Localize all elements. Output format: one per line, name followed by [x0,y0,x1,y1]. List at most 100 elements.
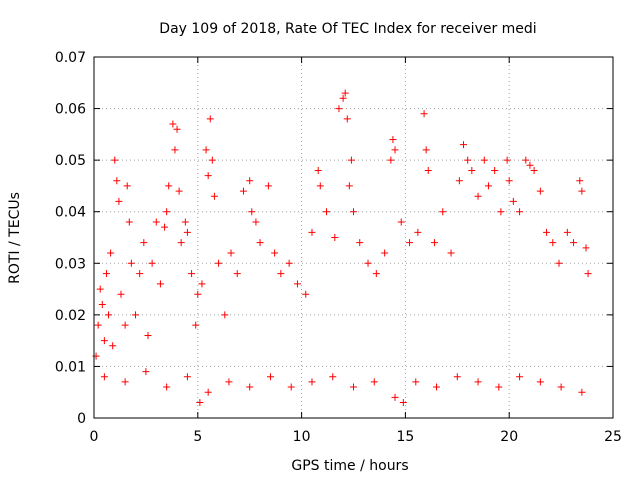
data-point [239,187,247,195]
data-point [163,383,171,391]
data-point [266,373,274,381]
x-axis-label: GPS time / hours [291,458,408,474]
plot-frame [93,56,614,419]
data-point [389,136,397,144]
y-tick-label: 0.06 [55,102,86,118]
data-point [555,259,563,267]
data-point [148,259,156,267]
data-point [215,259,223,267]
data-point [225,378,233,386]
data-point [329,373,337,381]
data-point [125,218,133,226]
data-point [194,290,202,298]
data-point [381,249,389,257]
data-point [285,259,293,267]
data-point [387,156,395,164]
data-point [246,383,254,391]
data-point [246,177,254,185]
data-point [339,94,347,102]
data-point [422,146,430,154]
data-point [121,321,129,329]
data-point [181,218,189,226]
y-tick-label: 0.02 [55,308,86,324]
data-point [439,208,447,216]
data-point [314,166,322,174]
data-point [576,177,584,185]
data-point [183,373,191,381]
data-point [210,192,218,200]
data-point [100,337,108,345]
y-tick-label: 0.04 [55,205,86,221]
data-point [227,249,235,257]
data-point [364,259,372,267]
data-point [115,197,123,205]
y-tick-label: 0.03 [55,256,86,272]
data-point [484,182,492,190]
y-tick-label: 0.01 [55,359,86,375]
data-point [397,218,405,226]
data-point [480,156,488,164]
data-point [127,259,135,267]
data-point [192,321,200,329]
data-point [109,342,117,350]
x-tick-label: 10 [293,429,311,445]
data-point [204,388,212,396]
data-point [177,239,185,247]
data-point [474,378,482,386]
y-tick-label: 0 [77,411,86,427]
x-tick-label: 0 [90,429,99,445]
data-point [582,244,590,252]
data-point [163,208,171,216]
data-point [96,285,104,293]
data-point [557,383,565,391]
data-point [123,182,131,190]
y-axis-ticks: 0 0.01 0.02 0.03 0.04 0.05 0.06 0.07 [55,50,613,427]
data-point [316,182,324,190]
data-point [105,311,113,319]
data-point [175,187,183,195]
data-point [264,182,272,190]
data-point [549,239,557,247]
y-axis-label: ROTI / TECUs [7,192,23,284]
data-point [433,383,441,391]
data-point [526,161,534,169]
data-point [156,280,164,288]
data-point [144,331,152,339]
x-axis-ticks: 0 5 10 15 20 25 [90,57,622,445]
data-points [92,89,592,407]
data-point [430,239,438,247]
data-point [491,166,499,174]
data-point [161,223,169,231]
data-point [516,373,524,381]
data-point [460,141,468,149]
data-point [308,228,316,236]
data-point [505,177,513,185]
data-point [453,373,461,381]
data-point [455,177,463,185]
data-point [399,399,407,407]
data-point [233,270,241,278]
data-point [111,156,119,164]
data-point [252,218,260,226]
data-point [204,172,212,180]
data-point [578,388,586,396]
data-point [536,378,544,386]
data-point [256,239,264,247]
data-point [198,280,206,288]
data-point [509,197,517,205]
data-point [248,208,256,216]
data-point [347,156,355,164]
data-point [341,89,349,97]
data-point [102,270,110,278]
data-point [424,166,432,174]
chart-title: Day 109 of 2018, Rate Of TEC Index for r… [159,21,536,37]
y-tick-label: 0.07 [55,50,86,66]
data-point [323,208,331,216]
data-point [107,249,115,257]
x-tick-label: 20 [500,429,518,445]
data-point [468,166,476,174]
data-point [293,280,301,288]
data-point [497,208,505,216]
data-point [495,383,503,391]
